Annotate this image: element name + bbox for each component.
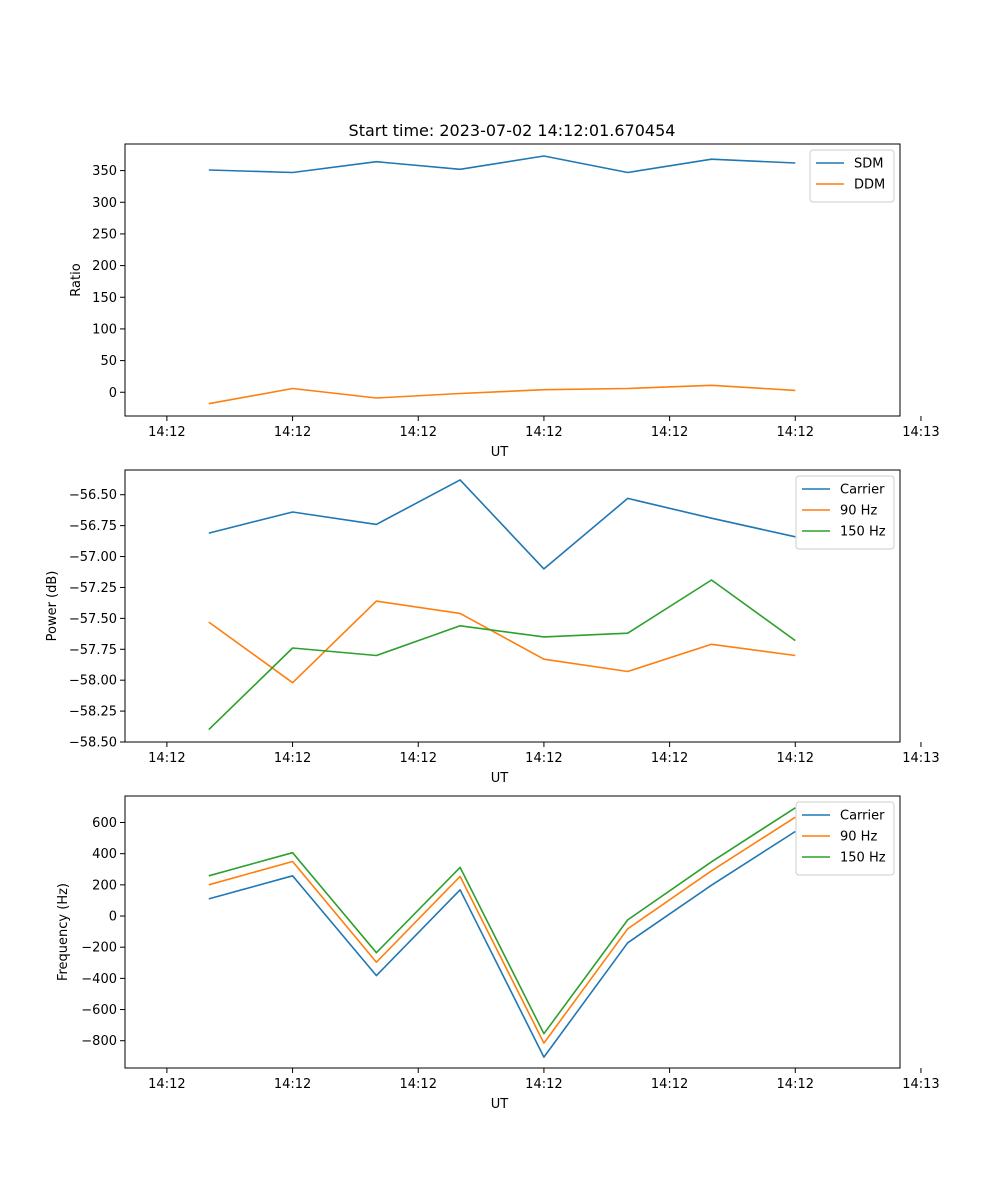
legend: Carrier 90 Hz 150 Hz <box>795 475 895 550</box>
chart-title: Start time: 2023-07-02 14:12:01.670454 <box>349 121 676 140</box>
x-tick-label: 14:12 <box>400 751 437 766</box>
series-line-sdm <box>208 155 796 174</box>
series-line-150-hz <box>208 807 796 1035</box>
y-tick-label: −800 <box>81 1034 117 1049</box>
x-tick-label: 14:12 <box>525 425 562 440</box>
y-axis-label: Power (dB) <box>45 571 60 642</box>
x-tick-label: 14:12 <box>525 751 562 766</box>
y-tick-label: 200 <box>92 259 117 274</box>
y-tick-label: 250 <box>92 227 117 242</box>
x-tick-label: 14:12 <box>148 1077 185 1092</box>
y-tick-label: −58.50 <box>69 736 117 751</box>
y-tick-label: 300 <box>92 196 117 211</box>
x-axis-label: UT <box>491 1097 509 1112</box>
y-tick-label: 600 <box>92 816 117 831</box>
chart-panel-1: 14:12 14:12 14:12 14:12 14:12 14:12 14:13 UT 0 50… <box>69 143 940 460</box>
y-tick-label: 150 <box>92 291 117 306</box>
y-tick-label: 400 <box>92 847 117 862</box>
series-line-90-hz <box>208 600 796 684</box>
x-tick-label: 14:12 <box>274 751 311 766</box>
plot-frame <box>124 143 901 417</box>
y-tick-label: −200 <box>81 941 117 956</box>
y-tick-label: −56.50 <box>69 488 117 503</box>
y-tick-label: −57.50 <box>69 612 117 627</box>
x-tick-label: 14:12 <box>400 1077 437 1092</box>
legend-entry: DDM <box>854 178 885 193</box>
chart-panel-2: 14:12 14:12 14:12 14:12 14:12 14:12 14:13 UT −58… <box>45 469 940 786</box>
legend-entry: 90 Hz <box>840 504 877 519</box>
y-tick-label: −57.75 <box>69 643 117 658</box>
x-tick-label: 14:12 <box>651 751 688 766</box>
legend-entry: 90 Hz <box>840 830 877 845</box>
x-tick-label: 14:13 <box>902 1077 939 1092</box>
x-tick-label: 14:12 <box>400 425 437 440</box>
x-tick-label: 14:12 <box>777 751 814 766</box>
x-tick-label: 14:12 <box>148 751 185 766</box>
x-tick-label: 14:12 <box>651 1077 688 1092</box>
y-tick-label: 350 <box>92 164 117 179</box>
x-tick-label: 14:12 <box>525 1077 562 1092</box>
series-line-carrier <box>208 479 796 570</box>
x-axis-label: UT <box>491 771 509 786</box>
x-tick-label: 14:13 <box>902 751 939 766</box>
legend-entry: 150 Hz <box>840 525 886 540</box>
x-tick-label: 14:12 <box>274 1077 311 1092</box>
series-line-carrier <box>208 830 796 1058</box>
legend-entry: SDM <box>854 157 883 172</box>
series-line-90-hz <box>208 816 796 1044</box>
legend-entry: Carrier <box>840 809 885 824</box>
panels: 14:12 14:12 14:12 14:12 14:12 14:12 14:13 UT 0 50… <box>45 143 940 1112</box>
x-tick-label: 14:12 <box>274 425 311 440</box>
x-tick-label: 14:12 <box>651 425 688 440</box>
y-tick-label: −56.75 <box>69 519 117 534</box>
legend-entry: Carrier <box>840 483 885 498</box>
y-tick-label: −400 <box>81 972 117 987</box>
y-axis-label: Frequency (Hz) <box>56 883 71 981</box>
plot-frame <box>124 795 901 1069</box>
chart-panel-3: 14:12 14:12 14:12 14:12 14:12 14:12 14:13 UT −80… <box>56 795 940 1112</box>
x-tick-label: 14:12 <box>777 425 814 440</box>
legend: SDM DDM <box>809 149 895 203</box>
y-tick-label: 100 <box>92 322 117 337</box>
series-line-150-hz <box>208 579 796 731</box>
y-tick-label: −57.25 <box>69 581 117 596</box>
y-tick-label: 0 <box>109 910 117 925</box>
x-tick-label: 14:12 <box>148 425 185 440</box>
legend: Carrier 90 Hz 150 Hz <box>795 801 895 876</box>
plot-frame <box>124 469 901 743</box>
y-tick-label: −600 <box>81 1003 117 1018</box>
x-tick-label: 14:12 <box>777 1077 814 1092</box>
x-tick-label: 14:13 <box>902 425 939 440</box>
series-line-ddm <box>208 384 796 405</box>
y-axis-label: Ratio <box>69 263 84 296</box>
y-tick-label: 50 <box>100 354 117 369</box>
y-tick-label: 200 <box>92 878 117 893</box>
y-tick-label: −58.00 <box>69 674 117 689</box>
x-axis-label: UT <box>491 445 509 460</box>
y-tick-label: 0 <box>109 386 117 401</box>
y-tick-label: −57.00 <box>69 550 117 565</box>
legend-entry: 150 Hz <box>840 851 886 866</box>
y-tick-label: −58.25 <box>69 705 117 720</box>
